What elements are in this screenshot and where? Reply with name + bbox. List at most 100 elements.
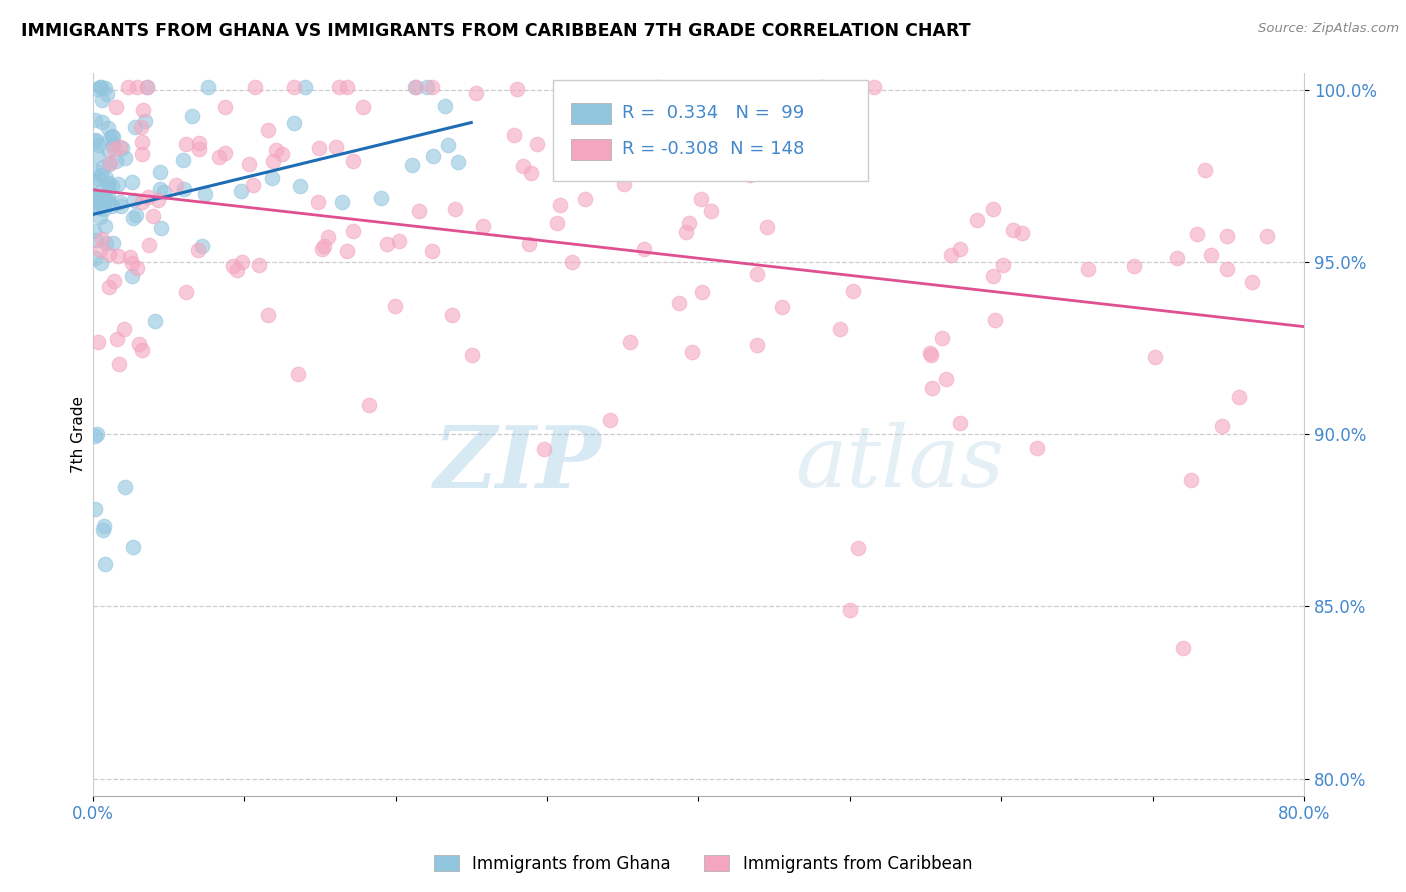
Point bbox=[83, 223, 105, 237]
Point bbox=[194, 186, 217, 201]
Point bbox=[114, 480, 136, 494]
Point bbox=[101, 178, 124, 193]
Point bbox=[325, 139, 347, 153]
Point bbox=[1171, 640, 1194, 655]
Point bbox=[330, 195, 353, 210]
Point bbox=[312, 238, 335, 252]
Point bbox=[700, 204, 723, 219]
Point bbox=[97, 143, 120, 157]
Point bbox=[662, 88, 685, 103]
Point bbox=[94, 558, 117, 572]
Point bbox=[335, 79, 357, 94]
Point bbox=[247, 259, 270, 273]
Point bbox=[122, 541, 145, 555]
Point bbox=[422, 149, 444, 163]
Point bbox=[84, 233, 107, 247]
Point bbox=[91, 524, 114, 538]
Point bbox=[613, 177, 636, 191]
Point bbox=[93, 194, 115, 209]
Point bbox=[770, 300, 793, 314]
Point bbox=[238, 157, 260, 171]
Point bbox=[128, 336, 150, 351]
Point bbox=[1241, 275, 1264, 289]
Text: ZIP: ZIP bbox=[433, 422, 602, 505]
Point bbox=[599, 413, 621, 427]
Point bbox=[86, 335, 108, 350]
Point bbox=[120, 250, 142, 264]
Point bbox=[242, 178, 264, 192]
Point bbox=[503, 128, 526, 143]
Point bbox=[308, 141, 330, 155]
Point bbox=[93, 202, 115, 216]
Point bbox=[256, 308, 278, 322]
Point bbox=[231, 184, 253, 198]
Point bbox=[188, 136, 211, 151]
Point bbox=[981, 269, 1004, 284]
Point bbox=[90, 93, 112, 107]
Point bbox=[135, 79, 157, 94]
Point bbox=[633, 243, 655, 257]
Point bbox=[231, 255, 253, 269]
Point bbox=[401, 158, 423, 172]
Point bbox=[404, 79, 426, 94]
Point bbox=[89, 201, 111, 215]
Point bbox=[214, 146, 236, 161]
Point bbox=[114, 151, 136, 165]
Point bbox=[1180, 473, 1202, 487]
Point bbox=[336, 244, 359, 258]
Point bbox=[187, 243, 209, 257]
Point bbox=[290, 179, 312, 194]
Point bbox=[935, 371, 957, 385]
Point bbox=[444, 202, 467, 217]
Point bbox=[981, 202, 1004, 217]
Point bbox=[89, 243, 111, 257]
Point bbox=[257, 123, 280, 137]
Point bbox=[262, 171, 284, 186]
Point bbox=[121, 269, 143, 284]
Point bbox=[308, 194, 330, 209]
Text: atlas: atlas bbox=[796, 422, 1004, 505]
Point bbox=[949, 416, 972, 430]
Y-axis label: 7th Grade: 7th Grade bbox=[72, 396, 86, 473]
Point bbox=[561, 255, 583, 269]
Point bbox=[415, 79, 437, 94]
Point bbox=[91, 160, 114, 174]
Point bbox=[87, 138, 110, 153]
Point bbox=[125, 208, 148, 222]
Point bbox=[1227, 390, 1250, 404]
Point bbox=[287, 367, 309, 381]
Point bbox=[98, 157, 121, 171]
Text: R = -0.308  N = 148: R = -0.308 N = 148 bbox=[621, 140, 804, 158]
Point bbox=[1185, 227, 1208, 241]
Point bbox=[738, 168, 761, 182]
Point bbox=[108, 140, 131, 154]
Point bbox=[512, 159, 534, 173]
Point bbox=[84, 189, 107, 203]
Point bbox=[83, 191, 105, 205]
Point bbox=[86, 194, 108, 209]
Point bbox=[993, 258, 1015, 272]
Point bbox=[811, 79, 834, 94]
Point bbox=[1256, 229, 1278, 244]
Point bbox=[745, 267, 768, 281]
Point bbox=[96, 87, 118, 102]
Point bbox=[83, 197, 105, 211]
Point bbox=[125, 79, 148, 94]
Point bbox=[101, 137, 124, 152]
Text: IMMIGRANTS FROM GHANA VS IMMIGRANTS FROM CARIBBEAN 7TH GRADE CORRELATION CHART: IMMIGRANTS FROM GHANA VS IMMIGRANTS FROM… bbox=[21, 22, 970, 40]
Point bbox=[188, 142, 211, 156]
Point bbox=[94, 219, 117, 234]
Point bbox=[103, 274, 125, 288]
Point bbox=[138, 190, 160, 204]
Point bbox=[93, 519, 115, 533]
Point bbox=[1002, 223, 1025, 237]
Point bbox=[86, 427, 108, 442]
Point bbox=[222, 259, 245, 273]
Point bbox=[328, 79, 350, 94]
Point bbox=[84, 502, 107, 516]
Point bbox=[472, 219, 495, 233]
Text: R =  0.334   N =  99: R = 0.334 N = 99 bbox=[621, 103, 804, 121]
Point bbox=[1194, 162, 1216, 177]
Point bbox=[165, 178, 187, 192]
Point bbox=[420, 79, 443, 94]
